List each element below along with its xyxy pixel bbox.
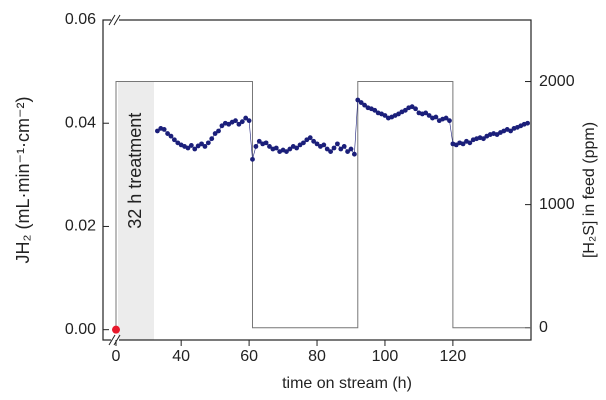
data-point [324,146,330,152]
data-point [460,141,466,147]
data-point [328,149,334,155]
data-point [311,138,317,144]
data-point [348,146,354,152]
data-point [443,115,449,121]
data-point [165,131,170,136]
y2-axis-label: [H₂S] in feed (ppm) [581,122,598,258]
data-point [284,149,289,155]
data-point [294,145,300,151]
x-axis-label: time on stream (h) [282,375,412,392]
y-tick-label: 0.04 [65,114,96,131]
y2-tick-label: 1000 [539,196,575,213]
feed-line [115,81,531,329]
data-point [481,136,486,142]
y-tick-label: 0.00 [65,321,96,338]
x-tick-label: 40 [172,348,190,365]
axis-break [108,14,116,26]
axis-break [113,14,121,26]
y-tick-label: 0.06 [65,11,96,28]
axis-break [108,334,116,346]
data-point [188,143,194,148]
data-point [199,141,204,147]
data-point [508,128,514,134]
data-point [355,97,361,103]
data-point [168,133,174,139]
data-point [205,140,211,146]
data-point [253,144,259,149]
data-point [301,140,306,146]
x-tick-label: 0 [112,348,121,365]
x-tick-label: 120 [440,348,467,365]
data-point [112,325,120,334]
data-point [243,115,249,121]
data-point [209,136,215,142]
data-point [161,127,167,132]
data-point [402,107,408,113]
data-point [351,151,357,157]
data-point [256,138,262,144]
data-point [467,140,473,146]
data-point [433,114,439,120]
data-point [307,135,313,141]
y2-tick-label: 2000 [539,73,575,90]
data-point [525,120,531,126]
data-point [202,144,208,149]
data-point [345,149,350,155]
data-point [413,106,418,112]
data-point [267,144,272,149]
data-point [239,119,245,125]
x-tick-label: 60 [240,348,258,365]
treatment-label: 32 h treatment [125,113,145,229]
x-tick-label: 80 [308,348,326,365]
data-point [335,141,340,147]
x-tick-label: 100 [372,348,399,365]
data-point [236,121,242,127]
data-point [338,146,344,152]
data-point [362,102,367,108]
axis-break [113,334,121,346]
data-point [246,118,252,124]
data-point [263,140,269,146]
y2-tick-label: 0 [539,319,548,336]
axis-break-gap [111,17,119,23]
data-point [287,146,293,152]
data-point [185,145,191,151]
data-point [447,118,452,124]
data-point [321,142,327,148]
data-point [382,113,388,118]
data-point [219,123,225,129]
data-point [273,145,279,151]
data-point [154,128,160,134]
data-point [423,110,429,116]
data-point [358,100,364,105]
y-tick-label: 0.02 [65,218,96,235]
y-axis-label: JH₂ (mL·min⁻¹·cm⁻²) [13,97,33,264]
data-point [171,137,177,143]
data-point [216,128,221,134]
data-point [233,118,238,124]
data-point [250,156,255,162]
data-point [372,107,378,113]
data-point [192,146,198,152]
treatment-band [118,81,154,341]
data-point [331,145,337,151]
data-point [426,113,432,118]
axis-break-gap [111,337,119,343]
data-point [212,131,218,136]
plot-frame [102,19,532,341]
data-point [341,144,347,149]
data-point [314,141,320,147]
